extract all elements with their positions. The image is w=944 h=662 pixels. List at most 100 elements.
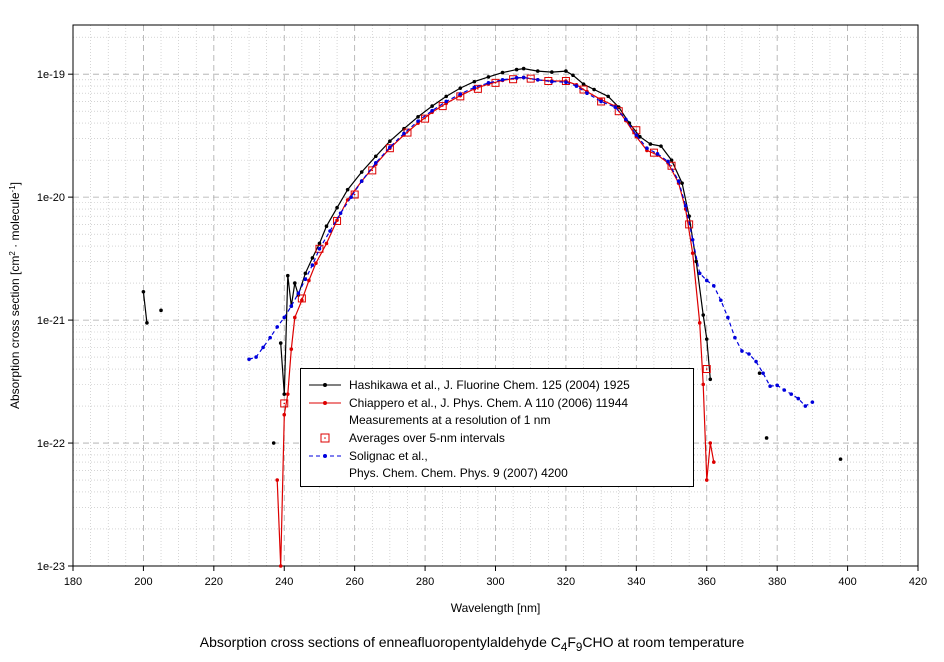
data-point-3 [550,79,554,84]
data-point-3 [402,131,406,136]
data-point-1 [293,315,297,320]
chart-caption: Absorption cross sections of enneafluoro… [0,634,944,654]
x-tick-label-200: 200 [134,576,152,588]
average-marker [685,220,694,229]
data-point-3 [574,84,579,88]
data-point-0 [159,308,163,313]
data-point-3 [268,335,272,340]
y-tick-label-1e-22: 1e-22 [37,438,65,450]
data-point-0 [669,158,674,162]
x-tick-label-240: 240 [275,576,293,588]
data-point-0 [388,139,392,144]
legend-label-chiappero-line2: Measurements at a resolution of 1 nm [349,413,551,427]
data-point-0 [310,256,315,260]
series-line-3 [248,76,813,407]
average-marker-dot [353,193,356,196]
x-tick-label-420: 420 [909,576,927,588]
data-point-3 [740,349,744,353]
average-marker-dot [441,105,444,107]
caption-part-end: CHO at room temperature [582,634,745,650]
data-point-3 [444,99,449,104]
average-marker-dot [670,164,673,167]
data-point-0 [564,69,568,73]
data-point-1 [282,412,287,417]
data-point-0 [317,241,322,246]
data-point-1 [289,347,294,351]
data-point-3 [719,298,723,303]
data-point-3 [789,392,794,396]
data-point-3 [711,284,716,288]
y-tick-label-1e-19: 1e-19 [37,69,65,81]
data-point-0 [500,70,505,75]
data-point-1 [701,382,706,387]
legend-label-hashikawa: Hashikawa et al., J. Fluorine Chem. 125 … [349,378,630,392]
data-point-3 [564,80,568,85]
data-point-0 [141,289,146,294]
data-point-0 [606,94,610,99]
data-point-3 [623,117,628,122]
x-tick-label-180: 180 [64,576,82,588]
data-point-3 [747,352,751,356]
average-marker [597,97,606,106]
legend-label-averages: Averages over 5-nm intervals [349,431,505,445]
y-axis-title-part: -1 [8,185,17,193]
data-point-0 [335,205,339,210]
data-point-1 [275,478,280,482]
data-point-0 [373,154,378,159]
data-point-3 [388,145,392,149]
y-axis-title-part: ] [8,182,22,185]
data-point-0 [303,271,308,276]
data-point-0 [486,75,491,79]
average-marker [350,190,359,199]
y-axis-title: Absorption cross section [cm2 · molecule… [8,182,23,409]
chart-plot: 180 200 220 240 260 280 300 320 340 360 380 400 420 1… [8,24,927,615]
average-marker-dot [635,129,638,132]
data-point-3 [535,78,540,82]
data-point-3 [634,133,639,137]
data-point-3 [472,85,477,90]
data-point-1 [314,261,318,266]
data-point-3 [585,91,589,96]
data-point-3 [521,75,526,80]
data-point-0 [680,181,684,185]
y-axis-title-part: 2 [8,251,17,256]
data-point-0 [764,436,769,440]
caption-sub-4: 4 [560,640,568,654]
data-point-3 [289,304,294,308]
y-tick-label-1e-21: 1e-21 [37,315,65,327]
data-point-3 [704,278,709,283]
legend-symbol-averages [320,433,330,443]
legend-label-solignac-line2: Phys. Chem. Chem. Phys. 9 (2007) 4200 [349,466,568,480]
x-tick-label-280: 280 [416,576,434,588]
chart-legend: Hashikawa et al., J. Fluorine Chem. 125 … [300,368,694,487]
data-point-1 [335,218,339,222]
data-point-3 [599,99,603,104]
data-point-0 [648,142,653,146]
data-point-0 [757,371,762,375]
data-point-3 [296,291,301,296]
x-tick-label-220: 220 [205,576,223,588]
data-point-1 [690,251,695,255]
legend-symbol-chiappero [309,401,341,405]
data-point-3 [796,396,801,401]
average-marker [297,294,306,303]
data-point-1 [711,460,716,464]
data-point-0 [708,377,713,382]
x-tick-label-320: 320 [557,576,575,588]
data-point-1 [697,321,702,325]
average-marker [280,399,289,408]
data-point-3 [247,357,251,362]
data-point-3 [803,404,808,408]
data-point-1 [704,478,709,482]
data-point-3 [416,119,420,123]
average-marker-dot [529,77,532,80]
legend-label-chiappero: Chiappero et al., J. Phys. Chem. A 110 (… [349,396,629,410]
data-point-1 [708,441,713,445]
x-tick-label-300: 300 [486,576,504,588]
legend-symbol-hashikawa [309,383,341,387]
x-tick-label-340: 340 [627,576,645,588]
data-point-3 [373,161,378,165]
x-tick-label-360: 360 [698,576,716,588]
average-marker-dot [406,131,409,134]
data-point-0 [694,259,698,264]
